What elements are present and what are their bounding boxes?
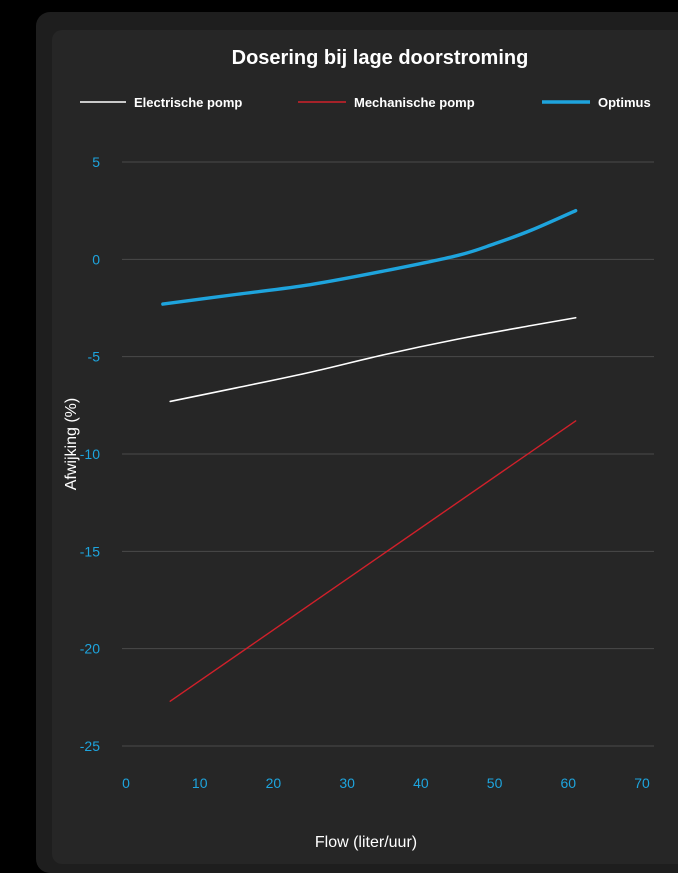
y-tick-label: -5 <box>88 349 101 365</box>
y-axis-label: Afwijking (%) <box>63 398 80 490</box>
x-tick-label: 60 <box>560 775 576 791</box>
series-line-1 <box>169 316 577 403</box>
x-tick-label: 20 <box>266 775 282 791</box>
legend: Electrische pomp Mechanische pomp Optimus <box>80 95 651 110</box>
x-tick-label: 40 <box>413 775 429 791</box>
x-tick-label: 70 <box>634 775 650 791</box>
y-axis-ticks: 5 0 -5 -10 -15 -20 -25 <box>80 154 100 754</box>
legend-label: Optimus <box>598 95 651 110</box>
legend-label: Electrische pomp <box>134 95 242 110</box>
x-tick-label: 50 <box>487 775 503 791</box>
y-tick-label: -10 <box>80 446 100 462</box>
y-tick-label: -15 <box>80 543 100 559</box>
series-line-2 <box>169 420 577 702</box>
x-tick-label: 0 <box>122 775 130 791</box>
y-tick-label: 0 <box>92 251 100 267</box>
gridlines <box>122 161 654 747</box>
chart-panel <box>52 30 678 864</box>
x-tick-label: 10 <box>192 775 208 791</box>
chart-title: Dosering bij lage doorstroming <box>232 47 529 69</box>
x-axis-label: Flow (liter/uur) <box>315 834 417 851</box>
x-tick-label: 30 <box>339 775 355 791</box>
x-axis-ticks: 0 10 20 30 40 50 60 70 <box>122 775 650 791</box>
y-tick-label: -25 <box>80 738 100 754</box>
series-lines <box>161 208 578 702</box>
series-line-3 <box>161 208 578 306</box>
y-tick-label: 5 <box>92 154 100 170</box>
y-tick-label: -20 <box>80 641 100 657</box>
legend-label: Mechanische pomp <box>354 95 475 110</box>
